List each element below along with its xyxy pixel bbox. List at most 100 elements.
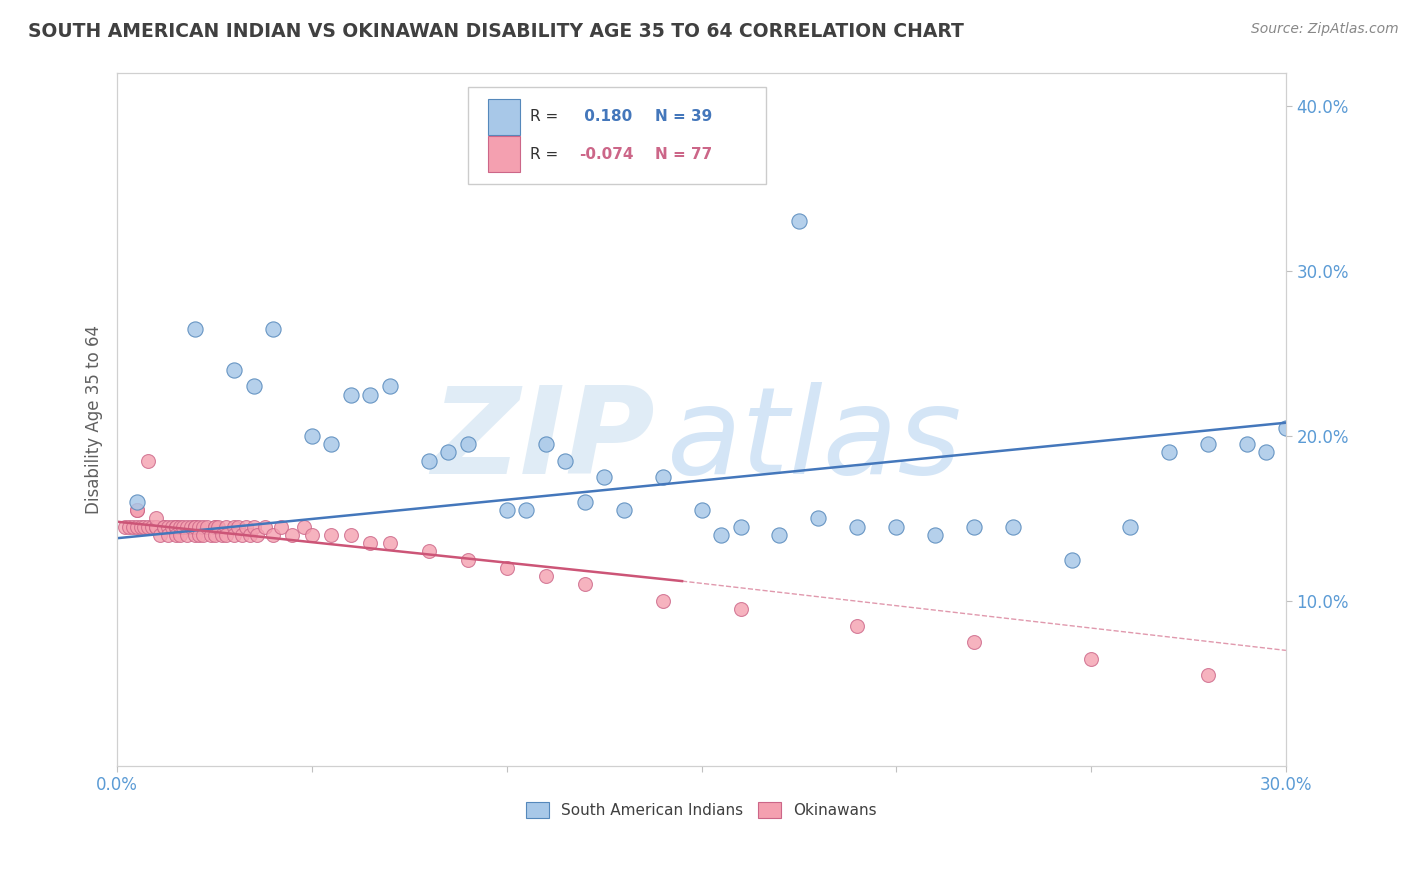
- Point: [846, 519, 869, 533]
- Text: -0.074: -0.074: [579, 146, 633, 161]
- Point: [321, 437, 343, 451]
- Point: [138, 519, 160, 533]
- Point: [1080, 651, 1102, 665]
- Text: ZIP: ZIP: [432, 382, 655, 499]
- Point: [239, 528, 262, 542]
- Point: [141, 519, 163, 533]
- Point: [1236, 437, 1258, 451]
- Point: [963, 519, 986, 533]
- Point: [169, 519, 191, 533]
- Point: [121, 519, 143, 533]
- Point: [184, 519, 207, 533]
- Point: [292, 519, 315, 533]
- FancyBboxPatch shape: [488, 136, 520, 172]
- Point: [153, 519, 176, 533]
- Point: [188, 528, 211, 542]
- Point: [1157, 445, 1180, 459]
- Legend: South American Indians, Okinawans: South American Indians, Okinawans: [520, 796, 883, 824]
- Point: [129, 519, 152, 533]
- Point: [184, 528, 207, 542]
- Point: [254, 519, 277, 533]
- Text: N = 77: N = 77: [655, 146, 711, 161]
- Text: 0.180: 0.180: [579, 109, 633, 124]
- Point: [359, 536, 381, 550]
- Point: [191, 519, 214, 533]
- Point: [184, 519, 207, 533]
- Point: [165, 528, 187, 542]
- Point: [211, 528, 233, 542]
- Point: [846, 618, 869, 632]
- Point: [787, 214, 810, 228]
- Point: [125, 503, 148, 517]
- Point: [226, 519, 249, 533]
- Point: [418, 453, 440, 467]
- Point: [1197, 437, 1219, 451]
- Point: [138, 453, 160, 467]
- Point: [156, 528, 179, 542]
- Point: [340, 528, 363, 542]
- Point: [1275, 420, 1298, 434]
- Text: SOUTH AMERICAN INDIAN VS OKINAWAN DISABILITY AGE 35 TO 64 CORRELATION CHART: SOUTH AMERICAN INDIAN VS OKINAWAN DISABI…: [28, 22, 965, 41]
- Point: [924, 528, 946, 542]
- Point: [114, 519, 136, 533]
- Point: [165, 519, 187, 533]
- Point: [172, 519, 194, 533]
- Point: [145, 519, 167, 533]
- Point: [1256, 445, 1278, 459]
- Point: [242, 519, 264, 533]
- Point: [180, 519, 202, 533]
- Point: [534, 569, 557, 583]
- Point: [176, 519, 198, 533]
- Point: [125, 495, 148, 509]
- Point: [191, 528, 214, 542]
- Point: [222, 519, 245, 533]
- Point: [156, 519, 179, 533]
- Point: [886, 519, 908, 533]
- Point: [262, 321, 284, 335]
- Text: R =: R =: [530, 146, 562, 161]
- Point: [184, 519, 207, 533]
- Point: [768, 528, 790, 542]
- Point: [651, 594, 673, 608]
- Point: [204, 519, 226, 533]
- Y-axis label: Disability Age 35 to 64: Disability Age 35 to 64: [86, 325, 103, 514]
- Point: [195, 519, 218, 533]
- Point: [457, 437, 479, 451]
- Point: [1197, 668, 1219, 682]
- Point: [134, 519, 156, 533]
- Point: [222, 528, 245, 542]
- Point: [200, 528, 222, 542]
- Point: [204, 528, 226, 542]
- Point: [204, 519, 226, 533]
- FancyBboxPatch shape: [468, 87, 766, 184]
- Point: [378, 536, 401, 550]
- Point: [534, 437, 557, 451]
- Point: [207, 519, 229, 533]
- Point: [125, 519, 148, 533]
- Point: [593, 470, 616, 484]
- Point: [1060, 552, 1083, 566]
- Point: [807, 511, 830, 525]
- Point: [710, 528, 733, 542]
- Point: [270, 519, 292, 533]
- Point: [418, 544, 440, 558]
- Point: [730, 602, 752, 616]
- Point: [184, 321, 207, 335]
- Point: [651, 470, 673, 484]
- Point: [554, 453, 576, 467]
- Point: [188, 519, 211, 533]
- Point: [235, 519, 257, 533]
- Point: [301, 528, 323, 542]
- Point: [963, 635, 986, 649]
- Point: [457, 552, 479, 566]
- Point: [149, 528, 172, 542]
- Point: [153, 519, 176, 533]
- Point: [690, 503, 713, 517]
- Point: [1002, 519, 1025, 533]
- Point: [165, 519, 187, 533]
- Point: [378, 379, 401, 393]
- Point: [301, 429, 323, 443]
- FancyBboxPatch shape: [488, 99, 520, 135]
- Point: [215, 519, 238, 533]
- Point: [437, 445, 460, 459]
